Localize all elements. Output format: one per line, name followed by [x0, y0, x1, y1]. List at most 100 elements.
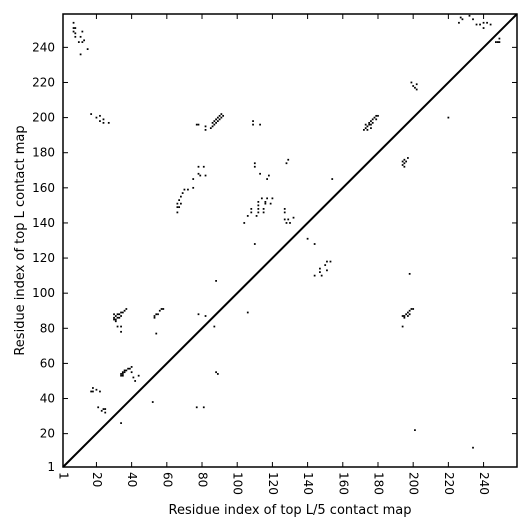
contact-point [257, 208, 260, 210]
contact-point [407, 157, 409, 159]
contact-point [405, 160, 408, 163]
contact-point [407, 315, 409, 317]
contact-point [287, 218, 290, 221]
contact-point [243, 222, 246, 224]
contact-point [220, 116, 223, 119]
contact-point [113, 313, 115, 316]
contact-point [83, 39, 85, 42]
contact-point [104, 411, 107, 414]
x-tick-label: 40 [125, 472, 139, 487]
contact-point [116, 313, 119, 316]
contact-point [114, 318, 117, 321]
contact-point [123, 309, 126, 312]
contact-point [371, 121, 374, 124]
contact-point [414, 429, 416, 432]
x-tick-label: 60 [160, 472, 174, 487]
contact-point [213, 325, 216, 328]
y-tick-label: 1 [47, 460, 55, 474]
contact-point [257, 211, 260, 214]
contact-point [155, 313, 158, 316]
contact-point [202, 406, 205, 409]
contact-point [97, 406, 100, 409]
contact-point [403, 315, 406, 317]
contact-point [197, 313, 200, 316]
contact-point [74, 32, 77, 35]
contact-point [366, 129, 369, 131]
contact-point [326, 269, 328, 272]
contact-point [176, 211, 179, 214]
contact-point [215, 118, 217, 121]
contact-point [107, 121, 110, 124]
y-tick-label: 200 [32, 111, 55, 125]
contact-point [114, 320, 117, 323]
x-tick-label: 220 [442, 472, 456, 495]
contact-point [195, 123, 198, 126]
contact-point [125, 369, 128, 372]
contact-point [255, 215, 258, 217]
contact-point [216, 373, 219, 375]
contact-point [204, 174, 207, 177]
y-tick-label: 240 [32, 40, 55, 54]
contact-point [215, 371, 217, 374]
contact-point [306, 237, 309, 240]
contact-point [403, 162, 406, 165]
contact-point [211, 125, 214, 128]
contact-point [104, 408, 107, 410]
contact-point [415, 83, 418, 86]
contact-point [468, 14, 471, 17]
contact-point [160, 308, 163, 310]
contact-point [331, 178, 334, 180]
contact-point [498, 41, 501, 43]
contact-point [366, 125, 369, 128]
contact-point [401, 325, 404, 328]
y-tick-label: 180 [32, 146, 55, 160]
contact-point [218, 114, 221, 117]
contact-point [99, 390, 101, 393]
points-layer [72, 14, 501, 449]
contact-point [121, 371, 124, 374]
contact-point [375, 114, 378, 117]
contact-point [123, 369, 126, 372]
contact-point [405, 313, 408, 316]
contact-point [313, 274, 316, 277]
contact-point [130, 371, 133, 374]
contact-point [81, 30, 84, 33]
contact-point [95, 388, 98, 391]
contact-point [285, 162, 288, 165]
contact-point [329, 260, 332, 263]
contact-point [176, 206, 179, 209]
contact-point [408, 313, 411, 316]
contact-point [183, 188, 186, 191]
contact-point [125, 308, 128, 310]
contact-point [100, 409, 103, 412]
contact-point [410, 308, 413, 310]
contact-point [90, 113, 93, 115]
contact-point [250, 211, 253, 214]
contact-point [72, 27, 75, 29]
x-tick-label: 1 [57, 472, 71, 480]
contact-point [211, 121, 214, 124]
contact-point [162, 308, 165, 310]
contact-point [123, 371, 126, 374]
contact-point [375, 118, 378, 121]
contact-point [292, 216, 295, 219]
contact-point [370, 127, 372, 130]
contact-point [220, 113, 223, 115]
contact-point [368, 121, 371, 124]
contact-point [246, 215, 249, 217]
contact-point [498, 37, 501, 40]
contact-point [252, 123, 254, 126]
contact-point [77, 41, 80, 43]
contact-point [121, 374, 124, 377]
y-tick-label: 80 [40, 321, 55, 335]
contact-point [363, 129, 365, 131]
contact-point [130, 366, 133, 368]
contact-point [204, 125, 207, 128]
contact-point [197, 172, 200, 175]
contact-point [368, 123, 371, 126]
contact-point [259, 123, 261, 126]
contact-point [86, 48, 89, 50]
contact-point [326, 260, 328, 263]
contact-point [128, 367, 131, 370]
